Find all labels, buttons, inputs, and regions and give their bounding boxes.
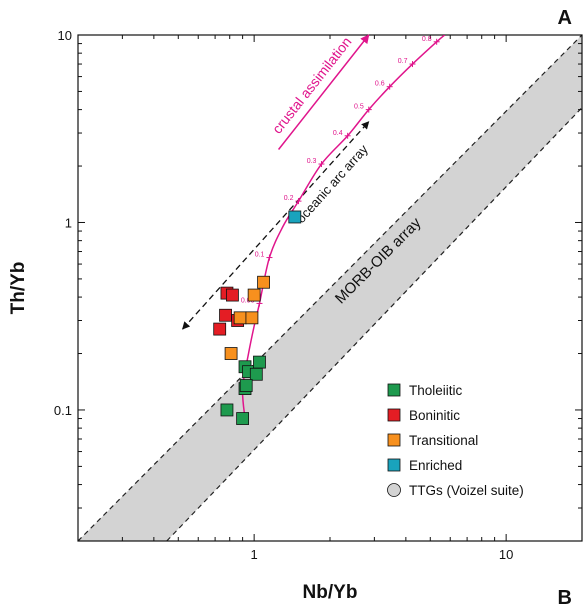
mixing-mark-label: 0.7	[398, 58, 408, 65]
morb-oib-upper-boundary	[78, 35, 582, 541]
legend-marker-ttgs	[387, 483, 401, 497]
mixing-mark-label: 0.05	[241, 297, 255, 304]
morb-oib-lower-boundary	[166, 107, 582, 541]
legend-label-transitional: Transitional	[409, 433, 478, 448]
data-points	[213, 210, 302, 425]
data-point-transitional	[257, 275, 270, 289]
data-point-transitional	[245, 311, 259, 325]
legend: Tholeiitic Boninitic Transitional Enrich…	[387, 383, 524, 498]
data-point-tholeiitic	[239, 379, 253, 392]
y-axis-title: Th/Yb	[8, 262, 29, 315]
mixing-mark-label: 0.1	[255, 252, 265, 259]
legend-marker-enriched	[387, 458, 401, 472]
data-point-transitional	[247, 288, 261, 302]
corner-label-a: A	[558, 7, 572, 29]
x-axis-title: Nb/Yb	[303, 582, 358, 603]
data-point-tholeiitic	[236, 412, 250, 425]
y-tick-label-10: 10	[58, 28, 72, 43]
data-point-tholeiitic	[220, 403, 234, 417]
legend-label-ttgs: TTGs (Voizel suite)	[409, 483, 524, 498]
mixing-mark-label: 0.8	[422, 36, 432, 43]
legend-marker-boninitic	[387, 408, 401, 422]
data-point-boninitic	[213, 322, 227, 336]
data-point-tholeiitic	[249, 367, 263, 381]
mixing-mark-label: 0.4	[333, 130, 343, 137]
legend-label-boninitic: Boninitic	[409, 408, 460, 423]
data-point-transitional	[224, 347, 238, 360]
tick-layer	[77, 34, 583, 542]
data-point-tholeiitic	[253, 355, 266, 369]
mixing-mark-label: 0.3	[307, 158, 317, 165]
mixing-mark-label: 0.5	[354, 104, 364, 111]
data-point-transitional	[233, 311, 247, 325]
legend-label-enriched: Enriched	[409, 458, 462, 473]
oceanic-arc-arrow	[182, 121, 370, 330]
data-point-boninitic	[219, 308, 232, 322]
legend-label-tholeiitic: Tholeiitic	[409, 383, 463, 398]
corner-label-b: B	[558, 587, 572, 609]
y-tick-label-1: 1	[65, 215, 72, 230]
data-point-boninitic	[226, 288, 239, 302]
data-point-enriched	[288, 210, 302, 224]
x-tick-label-1: 1	[251, 547, 258, 562]
x-tick-label-10: 10	[499, 547, 513, 562]
mixing-mark-label: 0.2	[284, 195, 294, 202]
legend-marker-transitional	[387, 433, 401, 447]
legend-marker-tholeiitic	[387, 383, 401, 397]
mixing-mark-label: 0.6	[375, 81, 385, 88]
mixing-curve-marks: 0.05 0.1 0.2 0.3 0.4 0.5 0.6 0.7 0.8	[241, 36, 440, 307]
y-tick-label-0-1: 0.1	[54, 403, 72, 418]
